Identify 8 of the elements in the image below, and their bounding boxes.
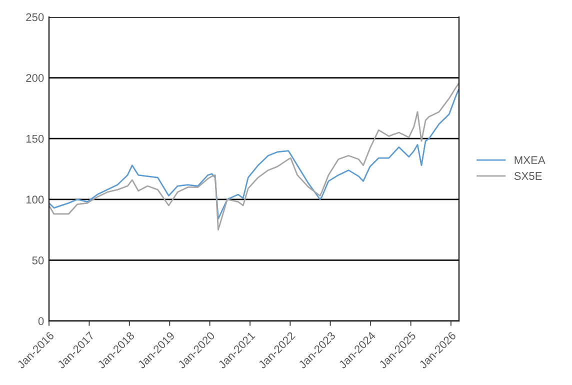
legend-label: SX5E bbox=[514, 172, 542, 180]
y-tick-label: 0 bbox=[38, 317, 44, 326]
y-tick-label: 100 bbox=[26, 196, 44, 204]
y-tick-label: 50 bbox=[32, 256, 44, 264]
legend-label: MXEA bbox=[514, 156, 546, 164]
y-tick-label: 150 bbox=[26, 134, 44, 143]
y-tick-label: 200 bbox=[26, 74, 44, 82]
y-tick-label: 250 bbox=[26, 13, 44, 22]
